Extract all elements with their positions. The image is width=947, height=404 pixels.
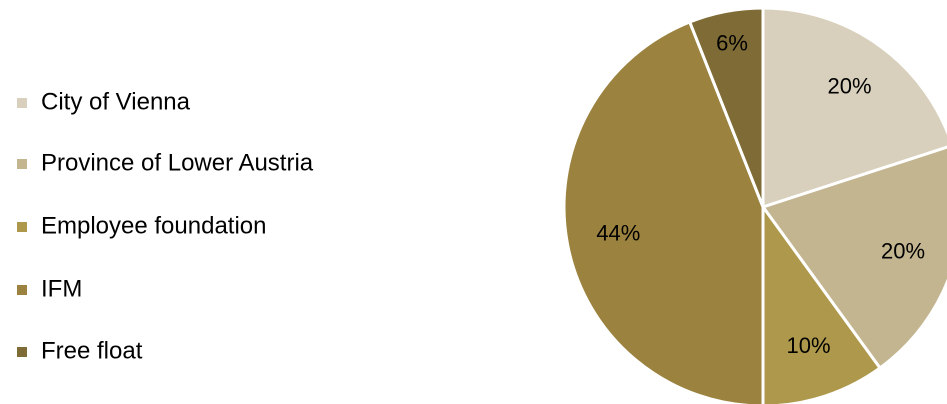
data-label: 6% <box>716 31 748 56</box>
legend-swatch <box>17 222 27 232</box>
legend-label: Employee foundation <box>41 212 267 239</box>
pie-slice <box>761 6 947 209</box>
pie-slice <box>761 205 882 404</box>
legend-swatch <box>17 159 27 169</box>
legend-label: Free float <box>41 337 143 364</box>
legend-label: Province of Lower Austria <box>41 149 314 176</box>
legend-label: IFM <box>41 275 82 302</box>
pie-slice <box>761 145 947 370</box>
data-label: 44% <box>596 220 640 245</box>
data-label: 20% <box>881 238 925 263</box>
legend-swatch <box>17 98 27 108</box>
legend-swatch <box>17 347 27 357</box>
pie-slice <box>562 20 765 404</box>
legend-swatch <box>17 285 27 295</box>
pie-slice <box>688 6 765 209</box>
data-label: 20% <box>828 74 872 99</box>
legend-label: City of Vienna <box>41 88 191 115</box>
data-label: 10% <box>786 333 830 358</box>
